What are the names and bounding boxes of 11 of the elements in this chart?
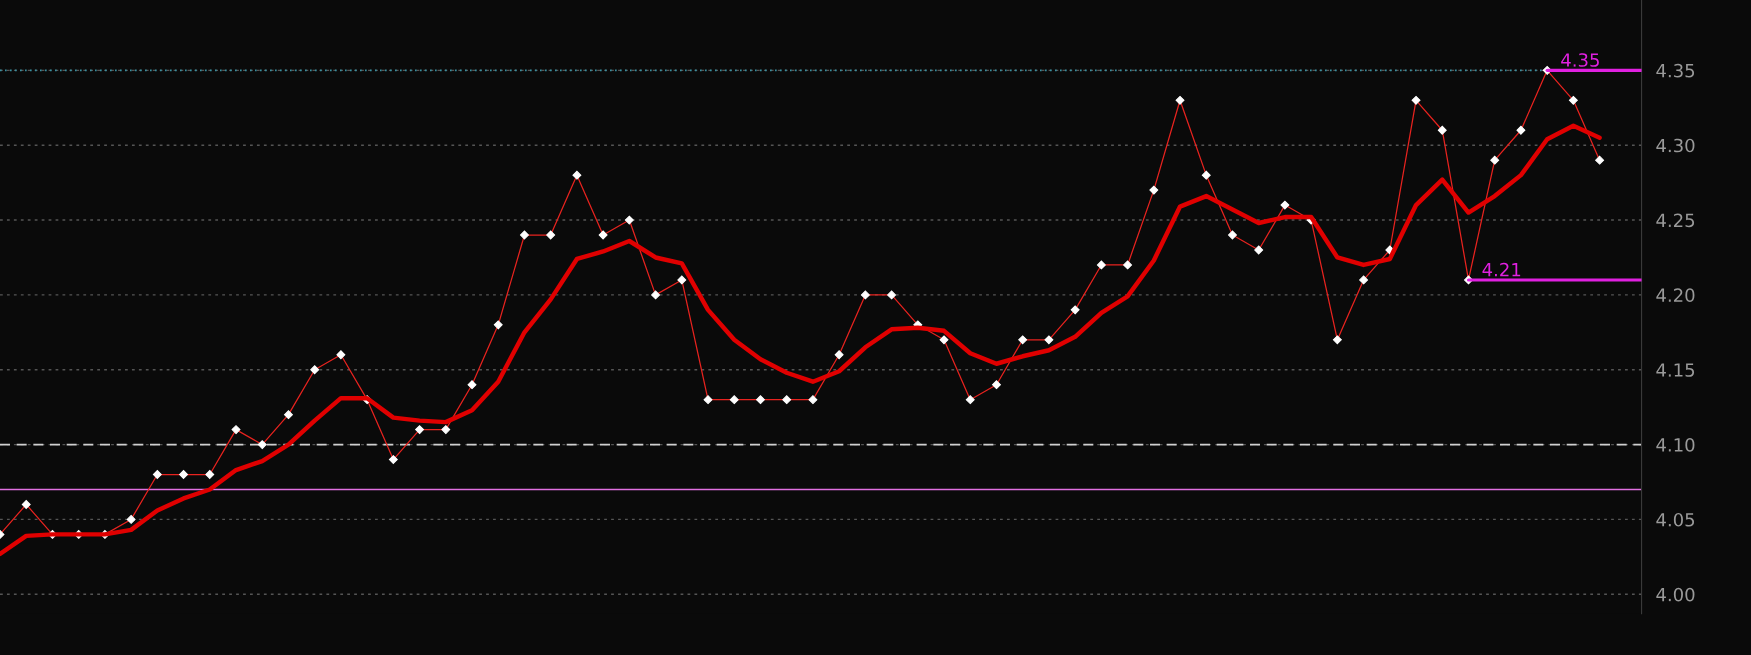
- y-tick-label: 4.10: [1656, 438, 1695, 452]
- y-tick-label: 4.15: [1656, 363, 1695, 377]
- ref-line-label: 4.35: [1561, 53, 1599, 67]
- y-tick-label: 4.35: [1656, 63, 1695, 78]
- ref-line-label: 4.21: [1482, 262, 1521, 277]
- y-tick-label: 4.30: [1656, 138, 1695, 153]
- y-tick-label: 4.05: [1656, 512, 1695, 527]
- y-tick-label: 4.25: [1656, 213, 1695, 228]
- line-series: [0, 123, 1602, 557]
- y-tick-label: 4.00: [1656, 587, 1695, 602]
- y-tick-label: 4.20: [1656, 288, 1695, 303]
